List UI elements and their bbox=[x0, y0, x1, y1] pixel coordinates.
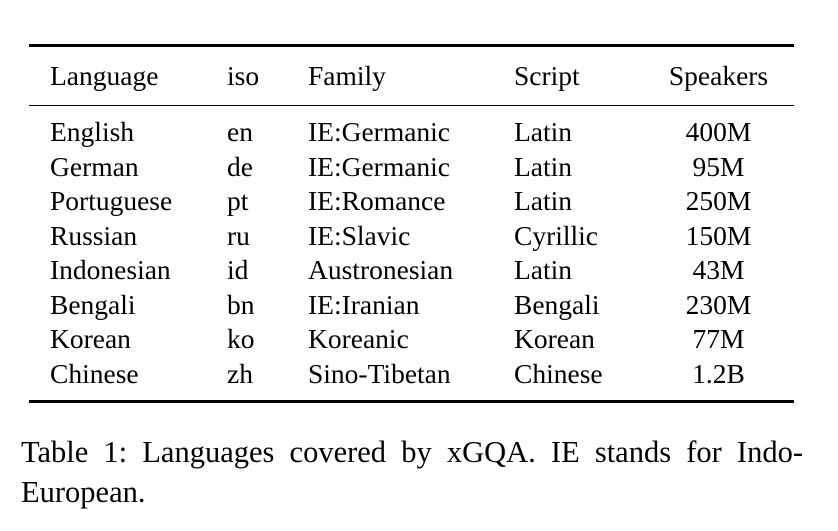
cell-language: Korean bbox=[50, 323, 131, 354]
table-caption: Table 1: Languages covered by xGQA. IE s… bbox=[21, 435, 803, 509]
cell-family: IE:Germanic bbox=[308, 150, 451, 182]
table-body: English en IE:Germanic Latin 400M German… bbox=[29, 106, 794, 400]
cell-speakers: 95M bbox=[692, 150, 745, 182]
cell-speakers: 1.2B bbox=[692, 357, 745, 389]
cell-language: German bbox=[50, 150, 139, 182]
cell-speakers: 150M bbox=[685, 219, 752, 251]
cell-script: Cyrillic bbox=[514, 219, 599, 251]
cell-family: IE:Romance bbox=[308, 185, 446, 216]
cell-family: IE:Slavic bbox=[308, 219, 411, 251]
cell-family: IE:Iranian bbox=[308, 288, 420, 320]
cell-script: Latin bbox=[514, 185, 573, 216]
header-language: Language bbox=[50, 60, 159, 91]
cell-language: Chinese bbox=[50, 357, 139, 389]
cell-language: Indonesian bbox=[50, 254, 171, 285]
cell-speakers: 250M bbox=[685, 185, 752, 216]
top-rule bbox=[29, 44, 794, 47]
cell-speakers: 43M bbox=[692, 254, 745, 285]
cell-iso: id bbox=[227, 254, 249, 285]
cell-script: Bengali bbox=[514, 288, 600, 320]
cell-iso: de bbox=[227, 150, 253, 182]
cell-language: Bengali bbox=[50, 288, 136, 320]
table: Language iso Family Script Speakers bbox=[29, 47, 794, 105]
cell-family: Austronesian bbox=[308, 254, 454, 285]
cell-family: Sino-Tibetan bbox=[308, 357, 451, 389]
cell-family: IE:Germanic bbox=[308, 116, 451, 147]
cell-script: Latin bbox=[514, 116, 573, 147]
cell-language: English bbox=[50, 116, 135, 147]
cell-iso: ko bbox=[227, 323, 255, 354]
cell-speakers: 77M bbox=[692, 323, 745, 354]
header-speakers: Speakers bbox=[668, 60, 769, 91]
header-iso: iso bbox=[227, 60, 260, 91]
cell-language: Russian bbox=[50, 219, 138, 251]
cell-iso: pt bbox=[227, 185, 249, 216]
table-row: Indonesian id Austronesian Latin 43M bbox=[29, 253, 794, 288]
header-row: Language iso Family Script Speakers bbox=[29, 47, 794, 105]
cell-iso: bn bbox=[227, 288, 255, 320]
cell-language: Portuguese bbox=[50, 185, 173, 216]
table-row: Portuguese pt IE:Romance Latin 250M bbox=[29, 184, 794, 219]
cell-iso: en bbox=[227, 116, 253, 147]
table-row: English en IE:Germanic Latin 400M bbox=[29, 106, 794, 150]
table-row: Korean ko Koreanic Korean 77M bbox=[29, 322, 794, 357]
bottom-rule bbox=[29, 400, 794, 403]
languages-table: Language iso Family Script Speakers Engl… bbox=[29, 44, 794, 403]
header-script: Script bbox=[514, 60, 580, 91]
cell-script: Latin bbox=[514, 150, 573, 182]
cell-script: Latin bbox=[514, 254, 573, 285]
cell-speakers: 230M bbox=[685, 288, 752, 320]
cell-script: Chinese bbox=[514, 357, 603, 389]
cell-iso: zh bbox=[227, 357, 253, 389]
cell-iso: ru bbox=[227, 219, 250, 251]
table-row: German de IE:Germanic Latin 95M bbox=[29, 150, 794, 185]
table-row: Bengali bn IE:Iranian Bengali 230M bbox=[29, 288, 794, 323]
cell-family: Koreanic bbox=[308, 323, 409, 354]
table-row: Chinese zh Sino-Tibetan Chinese 1.2B bbox=[29, 357, 794, 401]
cell-speakers: 400M bbox=[685, 116, 752, 147]
cell-script: Korean bbox=[514, 323, 595, 354]
header-rule bbox=[29, 104, 794, 106]
header-family: Family bbox=[308, 60, 386, 91]
table-row: Russian ru IE:Slavic Cyrillic 150M bbox=[29, 219, 794, 254]
